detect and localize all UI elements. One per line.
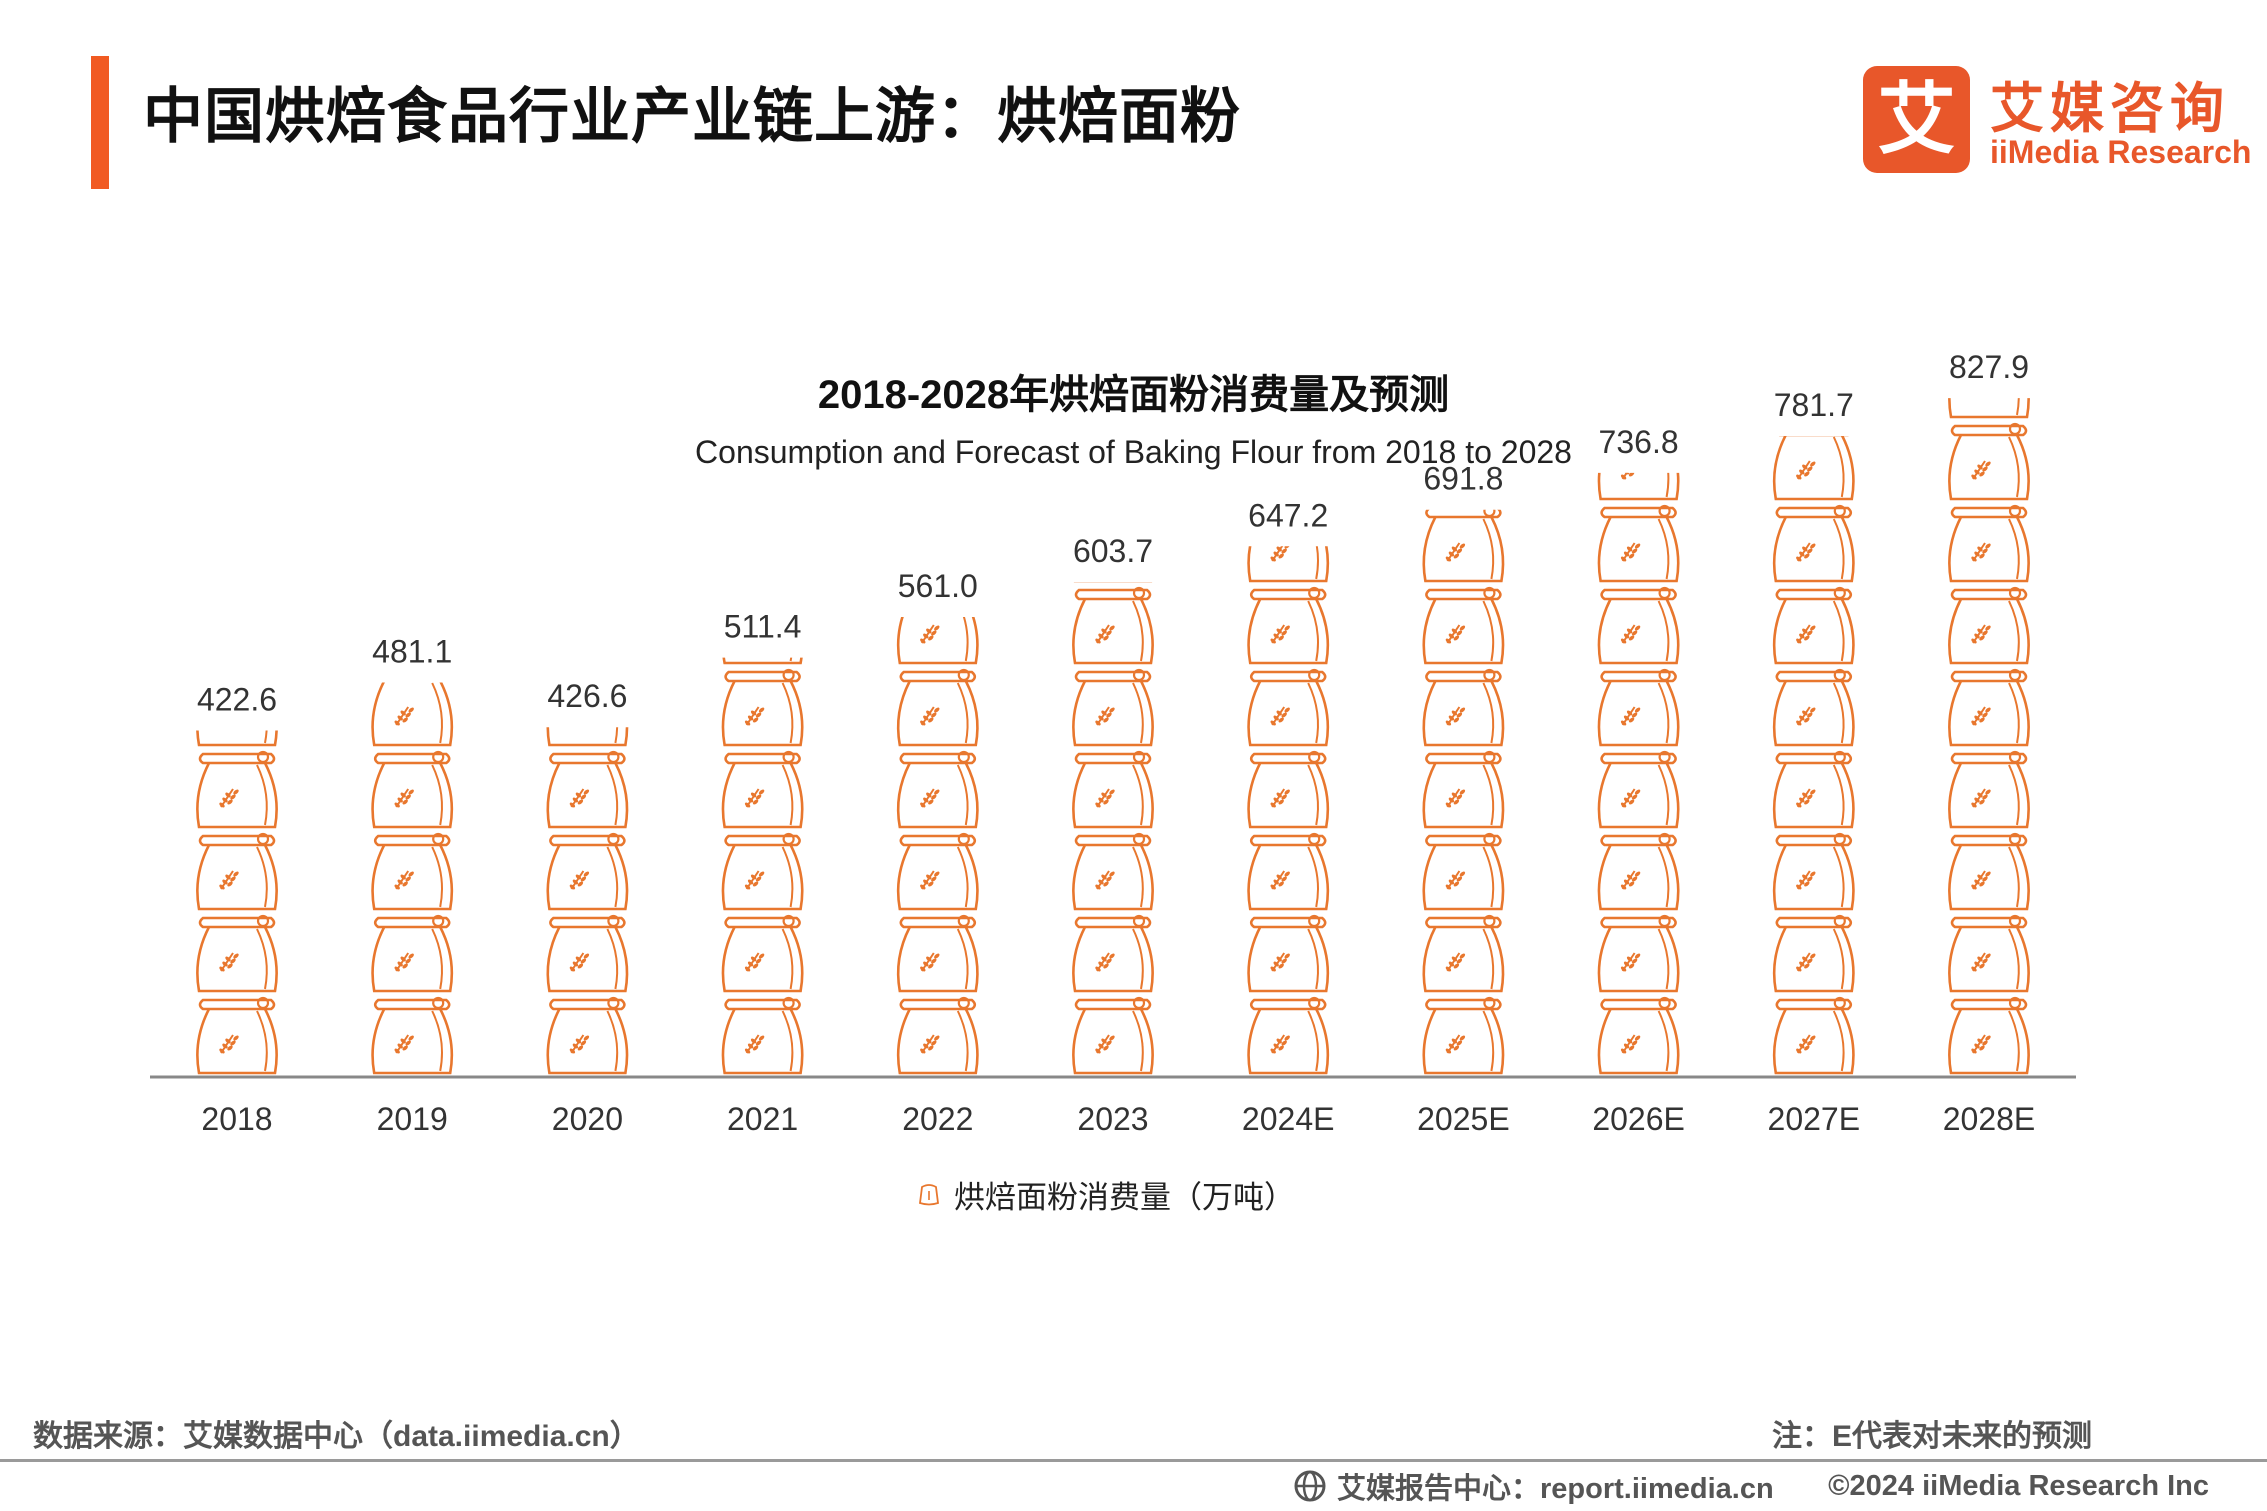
bar-2020 [546,727,629,1075]
x-tick-label: 2024E [1242,1101,1335,1137]
bar-2018 [196,730,278,1075]
forecast-note: 注：E代表对未来的预测 [1771,1420,2092,1453]
globe-icon [1294,1470,1326,1502]
value-label: 781.7 [1774,387,1854,423]
flour-sack-icon [919,1184,939,1206]
value-label: 511.4 [724,609,802,645]
iimedia-logo: 艾 艾媒咨询 iiMedia Research [1863,62,2251,177]
logo-en-text: iiMedia Research [1990,134,2252,170]
logo-cn-text: 艾媒咨询 [1990,79,2230,139]
bar-2025E [1422,509,1505,1075]
bar-2023 [1072,581,1154,1075]
x-tick-label: 2027E [1768,1101,1861,1137]
bar-2027E [1772,436,1855,1075]
x-tick-label: 2018 [201,1101,272,1137]
value-label: 647.2 [1248,497,1328,533]
value-label: 736.8 [1599,424,1679,460]
x-tick-label: 2023 [1077,1101,1148,1137]
logo-mark [1863,66,1970,173]
x-tick-label: 2019 [377,1101,448,1137]
copyright: ©2024 iiMedia Research Inc [1828,1470,2209,1502]
value-label: 603.7 [1073,533,1153,569]
value-label: 481.1 [372,633,452,669]
x-tick-label: 2025E [1417,1101,1510,1137]
x-tick-label: 2022 [902,1101,973,1137]
bar-2028E [1948,398,2030,1075]
data-source: 数据来源：艾媒数据中心（data.iimedia.cn） [33,1420,640,1453]
value-label: 422.6 [197,681,277,717]
x-tick-label: 2021 [727,1101,798,1137]
bar-2026E [1597,472,1680,1075]
logo-mark-char: 艾 [1877,75,1956,163]
value-label: 426.6 [547,678,627,714]
chart-title: 2018-2028年烘焙面粉消费量及预测 [817,373,1450,417]
bar-2024E [1247,546,1330,1075]
page-title: 中国烘焙食品行业产业链上游：烘焙面粉 [143,83,1241,150]
x-tick-label: 2026E [1592,1101,1685,1137]
report-center-text: 艾媒报告中心：report.iimedia.cn [1337,1473,1774,1505]
value-label: 691.8 [1423,461,1503,497]
x-tick-label: 2020 [552,1101,623,1137]
bar-2019 [371,682,454,1075]
legend-label: 烘焙面粉消费量（万吨） [954,1179,1295,1215]
bar-2021 [721,657,804,1075]
value-label: 561.0 [898,568,978,604]
footer-divider [0,1459,2267,1462]
value-label: 827.9 [1949,349,2029,385]
chart-legend: 烘焙面粉消费量（万吨） [918,1174,1295,1215]
bar-2022 [896,616,979,1075]
report-center: 艾媒报告中心：report.iimedia.cn [1293,1466,1774,1506]
x-tick-label: 2028E [1943,1101,2036,1137]
title-accent-bar [91,56,109,189]
chart-subtitle: Consumption and Forecast of Baking Flour… [695,434,1572,470]
